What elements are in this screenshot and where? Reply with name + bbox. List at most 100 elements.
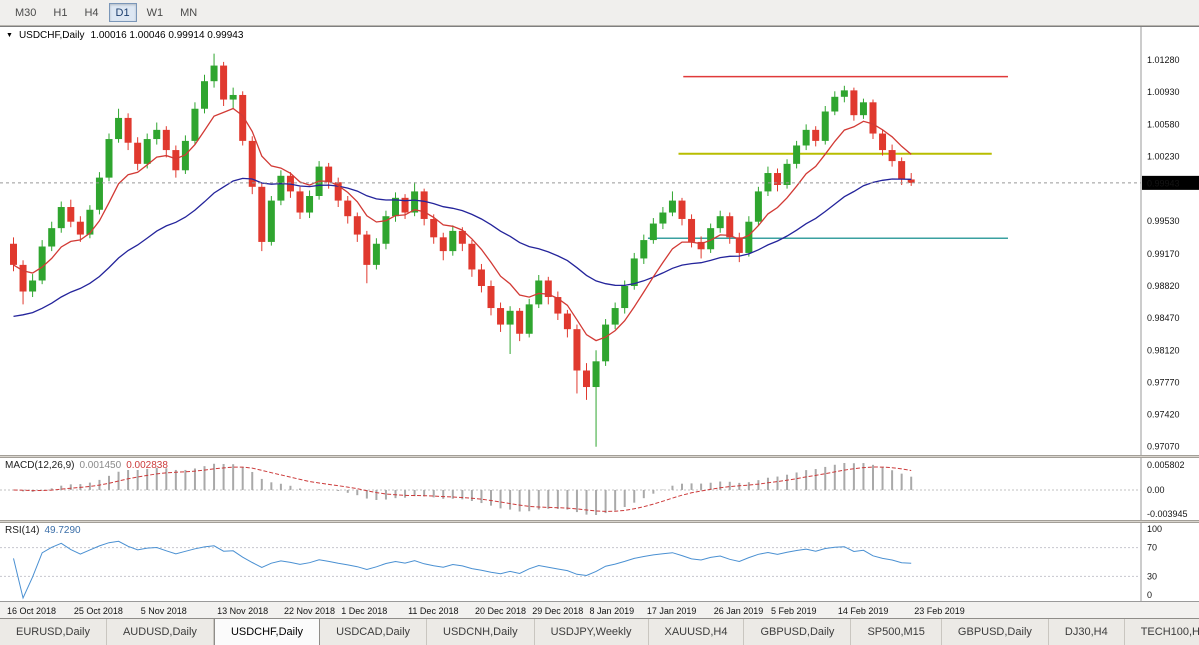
candle xyxy=(554,291,562,320)
candle xyxy=(105,133,113,182)
date-axis[interactable]: 16 Oct 2018 25 Oct 2018 5 Nov 2018 13 Nov 2… xyxy=(0,601,1199,619)
candle xyxy=(449,225,457,256)
main-chart-canvas[interactable]: 1.01280 1.00930 1.00580 1.00230 0.99530 0.991… xyxy=(0,27,1199,455)
chart-tab-gbpusd-daily[interactable]: GBPUSD,Daily xyxy=(942,619,1049,645)
candle xyxy=(38,240,46,285)
candle xyxy=(869,99,877,140)
candle xyxy=(487,280,495,316)
candle xyxy=(764,166,772,196)
candle xyxy=(277,170,285,206)
chart-tab-eurusd-daily[interactable]: EURUSD,Daily xyxy=(0,619,107,645)
panel-resize-handle[interactable] xyxy=(0,520,1199,523)
macd-canvas[interactable]: 0.005802 0.00 -0.003945 xyxy=(0,458,1199,520)
rsi-name: RSI(14) xyxy=(5,525,40,536)
candle xyxy=(172,145,180,178)
macd-histogram xyxy=(22,463,913,515)
candle xyxy=(754,186,762,226)
candle xyxy=(267,195,275,246)
candle xyxy=(812,126,820,147)
candle xyxy=(210,53,218,88)
price-axis-label: 0.97770 xyxy=(1147,377,1180,387)
candle xyxy=(143,133,151,169)
macd-label: MACD(12,26,9) 0.001450 0.002838 xyxy=(5,460,168,471)
timeframe-button-m30[interactable]: M30 xyxy=(15,6,37,19)
candle xyxy=(802,124,810,151)
candle xyxy=(29,274,37,298)
chart-tab-bar: EURUSD,Daily AUDUSD,Daily USDCHF,Daily USDC… xyxy=(0,618,1199,645)
price-axis-label: 0.98820 xyxy=(1147,281,1180,291)
timeframe-button-d1[interactable]: D1 xyxy=(108,3,137,22)
candle xyxy=(563,309,571,338)
date-axis-label: 29 Dec 2018 xyxy=(532,606,584,616)
chart-tab-sp500-m15[interactable]: SP500,M15 xyxy=(851,619,942,645)
candle xyxy=(879,129,887,156)
price-axis-label: 1.00930 xyxy=(1147,87,1180,97)
candle xyxy=(477,263,485,293)
date-axis-label: 1 Dec 2018 xyxy=(341,606,388,616)
candle xyxy=(67,199,75,228)
ma-fast-line xyxy=(13,107,912,342)
chart-dropdown-icon[interactable]: ▼ xyxy=(6,32,13,39)
candle xyxy=(258,183,266,252)
current-price-value: 0.99943 xyxy=(1147,178,1180,188)
chart-tab-usdcnh-daily[interactable]: USDCNH,Daily xyxy=(427,619,535,645)
candle xyxy=(220,61,228,106)
chart-tab-tech100-h4[interactable]: TECH100,H4 xyxy=(1125,619,1199,645)
candle xyxy=(525,298,533,338)
chart-ohlc-values: 1.00016 1.00046 0.99914 0.99943 xyxy=(90,30,244,41)
candle xyxy=(248,136,256,195)
candle xyxy=(659,207,667,230)
candle xyxy=(411,182,419,217)
chart-tab-usdchf-daily[interactable]: USDCHF,Daily xyxy=(213,619,321,645)
date-axis-label: 20 Dec 2018 xyxy=(474,606,526,616)
candle xyxy=(430,214,438,244)
candle xyxy=(745,216,753,257)
price-axis-label: 1.01280 xyxy=(1147,55,1180,65)
candle xyxy=(382,210,390,250)
candle xyxy=(19,260,27,305)
candle xyxy=(239,91,247,146)
candle xyxy=(363,230,371,284)
date-axis-label: 17 Jan 2019 xyxy=(646,606,697,616)
rsi-label: RSI(14) 49.7290 xyxy=(5,525,81,536)
date-axis-label: 22 Nov 2018 xyxy=(283,606,335,616)
rsi-axis-label: 100 xyxy=(1147,524,1162,534)
candle xyxy=(649,218,657,244)
candle xyxy=(840,85,848,103)
chart-tab-usdcad-daily[interactable]: USDCAD,Daily xyxy=(320,619,428,645)
chart-tab-xauusd-h4[interactable]: XAUUSD,H4 xyxy=(649,619,745,645)
candle xyxy=(821,105,829,145)
timeframe-button-w1[interactable]: W1 xyxy=(146,6,164,19)
chart-tab-gbpusd-daily[interactable]: GBPUSD,Daily xyxy=(744,619,852,645)
candle xyxy=(850,87,858,121)
macd-axis-label: -0.003945 xyxy=(1147,509,1188,519)
date-axis-label: 25 Oct 2018 xyxy=(73,606,123,616)
price-axis-label: 1.00230 xyxy=(1147,152,1180,162)
date-axis-label: 5 Nov 2018 xyxy=(140,606,187,616)
rsi-axis-label: 70 xyxy=(1147,543,1157,553)
price-axis-label: 0.98120 xyxy=(1147,345,1180,355)
candle xyxy=(783,159,791,189)
timeframe-button-mn[interactable]: MN xyxy=(180,6,198,19)
macd-axis-label: 0.00 xyxy=(1147,485,1165,495)
chart-tab-audusd-daily[interactable]: AUDUSD,Daily xyxy=(107,619,214,645)
main-chart-panel: 1.01280 1.00930 1.00580 1.00230 0.99530 0.991… xyxy=(0,27,1199,455)
macd-value-main: 0.001450 xyxy=(79,460,122,471)
candle xyxy=(516,308,524,342)
candle xyxy=(95,172,103,215)
price-axis-label: 0.97420 xyxy=(1147,410,1180,420)
chart-tab-dj30-h4[interactable]: DJ30,H4 xyxy=(1049,619,1125,645)
rsi-canvas[interactable]: 100 70 30 0 xyxy=(0,523,1199,601)
candle xyxy=(774,168,781,192)
chart-tab-usdjpy-weekly[interactable]: USDJPY,Weekly xyxy=(535,619,649,645)
candle xyxy=(573,324,581,394)
candle xyxy=(162,126,170,158)
candle xyxy=(229,87,237,109)
timeframe-button-h4[interactable]: H4 xyxy=(84,6,99,19)
chart-window: 1.01280 1.00930 1.00580 1.00230 0.99530 0.991… xyxy=(0,26,1199,619)
macd-value-signal: 0.002838 xyxy=(126,460,168,471)
panel-resize-handle[interactable] xyxy=(0,455,1199,458)
timeframe-button-h1[interactable]: H1 xyxy=(53,6,68,19)
date-axis-label: 23 Feb 2019 xyxy=(914,606,965,616)
chart-title: ▼ USDCHF,Daily 1.00016 1.00046 0.99914 0… xyxy=(6,30,243,41)
